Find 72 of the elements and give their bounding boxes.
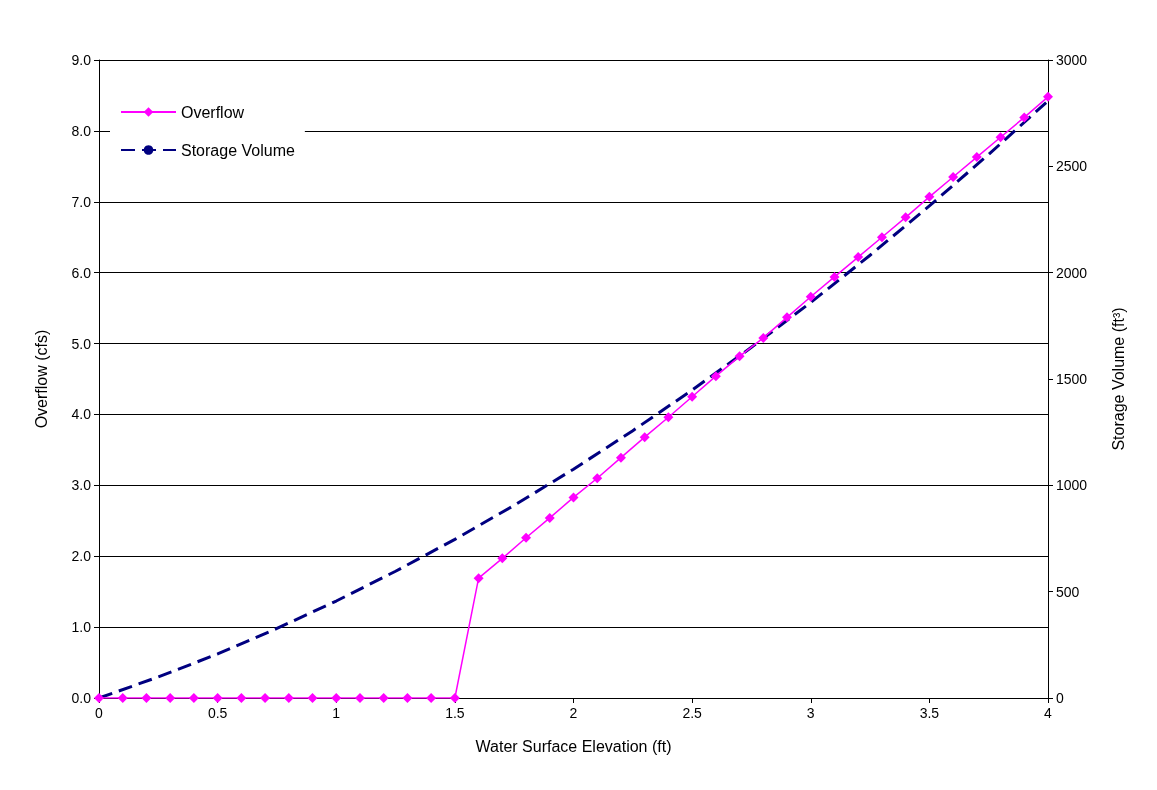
x-tick-label: 0 xyxy=(95,705,104,721)
point xyxy=(876,232,887,243)
point xyxy=(402,693,413,703)
y-tick-label: 9.0 xyxy=(71,52,92,68)
point xyxy=(853,252,864,263)
point xyxy=(734,351,745,362)
y-tick-label: 8.0 xyxy=(71,122,92,139)
point xyxy=(592,473,603,484)
x-tick-label: 1.5 xyxy=(445,705,465,721)
point xyxy=(354,693,365,703)
y-tick-label: 1.0 xyxy=(71,619,92,636)
x-tick-label: 0.5 xyxy=(207,705,228,721)
point xyxy=(568,492,579,503)
x-axis-title: Water Surface Elevation (ft) xyxy=(475,737,672,755)
y-tick-label: 3.0 xyxy=(71,477,92,494)
point xyxy=(615,452,626,463)
point xyxy=(639,432,650,443)
x-tick-label: 3.5 xyxy=(919,705,940,721)
point xyxy=(900,212,911,223)
x-tick-label: 2 xyxy=(569,705,578,721)
y-tick-label: 2.0 xyxy=(71,548,92,565)
point xyxy=(521,532,532,543)
x-tick-label: 3 xyxy=(806,705,815,721)
point xyxy=(165,693,176,703)
point xyxy=(236,693,247,703)
x-tick-label: 4 xyxy=(1044,705,1053,721)
y2-tick-label: 3000 xyxy=(1056,52,1088,68)
point xyxy=(948,171,959,182)
y2-tick-label: 2500 xyxy=(1056,158,1088,175)
point xyxy=(782,312,793,323)
point xyxy=(473,573,484,584)
y2-tick-label: 2000 xyxy=(1056,264,1088,281)
y2-axis-title: Storage Volume (ft³) xyxy=(1109,307,1127,451)
point xyxy=(995,132,1006,143)
x-tick-label: 2.5 xyxy=(682,705,703,721)
y-axis-title: Overflow (cfs) xyxy=(32,329,50,429)
point xyxy=(497,553,508,564)
y-tick-label: 5.0 xyxy=(71,335,92,352)
x-tick-label: 1 xyxy=(332,705,341,721)
y2-tick-label: 0 xyxy=(1056,690,1064,706)
point xyxy=(331,693,342,703)
point xyxy=(663,412,674,423)
point xyxy=(117,693,128,703)
point xyxy=(1043,91,1053,102)
y2-tick-label: 1000 xyxy=(1056,477,1088,494)
point xyxy=(188,693,199,703)
y2-tick-label: 1500 xyxy=(1056,371,1088,387)
point xyxy=(758,332,769,343)
point xyxy=(212,693,223,703)
y-tick-label: 6.0 xyxy=(71,264,92,281)
y-tick-label: 4.0 xyxy=(71,406,92,423)
point xyxy=(94,693,104,703)
y2-tick-label: 500 xyxy=(1056,583,1080,600)
point xyxy=(805,291,816,302)
point xyxy=(829,271,840,282)
point xyxy=(544,512,555,523)
point xyxy=(1019,112,1030,123)
legend-label: Overflow xyxy=(181,103,245,121)
point xyxy=(141,693,152,703)
point xyxy=(378,693,389,703)
y-tick-label: 0.0 xyxy=(71,690,92,706)
point xyxy=(710,371,721,382)
point xyxy=(260,693,271,703)
point xyxy=(426,693,437,703)
point xyxy=(283,693,294,703)
point xyxy=(687,391,698,402)
legend-label: Storage Volume xyxy=(181,141,295,159)
point xyxy=(449,693,460,703)
point xyxy=(307,693,318,703)
y-tick-label: 7.0 xyxy=(71,193,92,210)
point xyxy=(971,152,982,163)
point xyxy=(924,191,935,202)
